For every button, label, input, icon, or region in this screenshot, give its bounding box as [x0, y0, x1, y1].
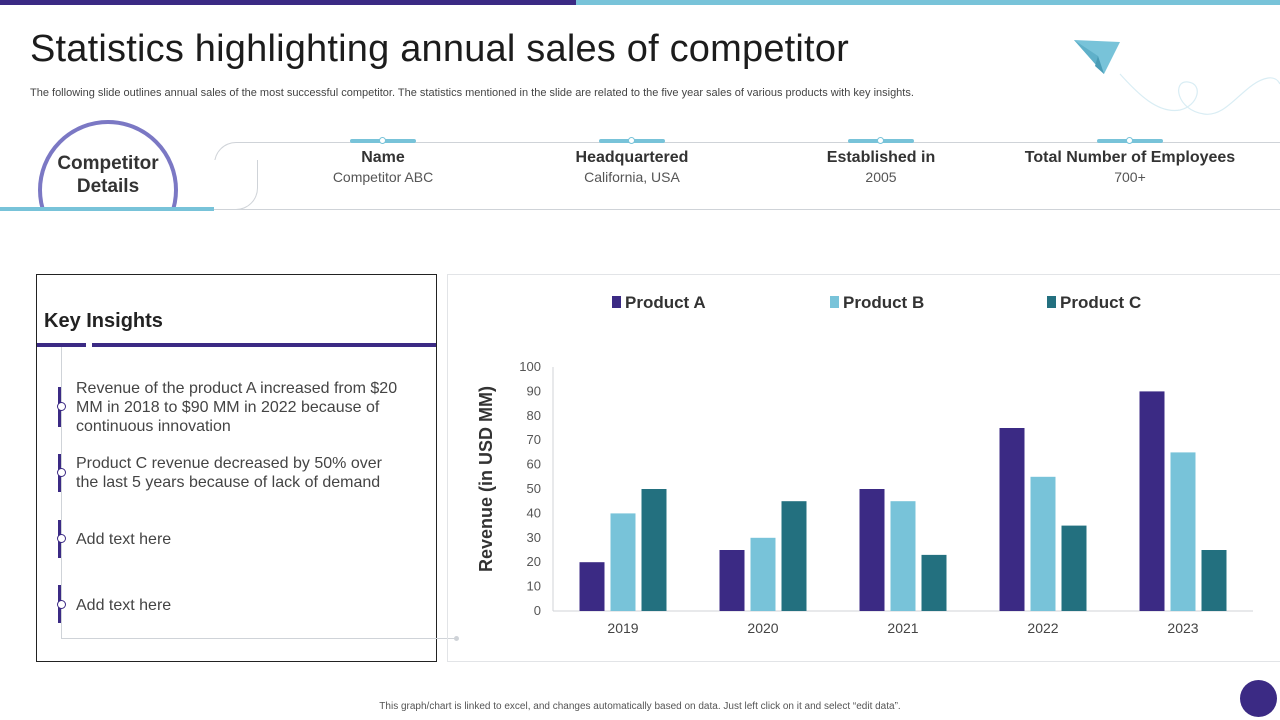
legend-label: Product A [625, 293, 706, 312]
arc-mask [0, 210, 260, 270]
legend-label: Product B [843, 293, 924, 312]
detail-name: Name Competitor ABC [263, 137, 503, 185]
y-tick-label: 20 [527, 554, 541, 569]
insight-dot [57, 600, 66, 609]
bar-product-b-2021 [890, 501, 916, 611]
insight-text: Revenue of the product A increased from … [76, 380, 398, 435]
insight-dot [57, 402, 66, 411]
revenue-bar-chart: 0 10 20 30 40 50 60 70 80 90 100 Revenue (in USD MM… [476, 293, 1253, 636]
detail-marker [1097, 137, 1163, 144]
insight-dot [57, 534, 66, 543]
y-tick-label: 80 [527, 408, 541, 423]
detail-label: Total Number of Employees [1024, 149, 1236, 166]
footer-text: This graph/chart is linked to excel, and… [379, 701, 901, 712]
x-tick-label: 2019 [607, 620, 638, 636]
detail-value: Competitor ABC [332, 169, 434, 185]
x-tick-label: 2020 [747, 620, 778, 636]
top-accent-bar-light [576, 0, 1280, 5]
detail-value: 2005 [865, 169, 897, 185]
competitor-details-underline [0, 207, 214, 211]
detail-established: Established in 2005 [761, 137, 1001, 185]
key-insights-panel [36, 274, 437, 662]
bar-product-a-2020 [719, 550, 745, 611]
y-tick-label: 30 [527, 530, 541, 545]
key-insights-title: Key Insights [44, 310, 163, 332]
x-tick-label: 2021 [887, 620, 918, 636]
detail-label: Established in [826, 149, 936, 166]
insights-connector-line [61, 638, 457, 639]
key-insights-rule-long [92, 343, 436, 347]
slide-title: Statistics highlighting annual sales of … [30, 28, 850, 70]
bar-product-b-2023 [1170, 452, 1196, 611]
competitor-details-label: Competitor Details [57, 153, 159, 197]
details-connector-curve [214, 160, 258, 210]
legend-swatch [830, 296, 839, 308]
bar-product-a-2022 [999, 428, 1025, 611]
insight-text: Add text here [76, 597, 172, 614]
detail-marker [350, 137, 416, 144]
detail-headquartered: Headquartered California, USA [512, 137, 752, 185]
bar-product-c-2021 [921, 554, 947, 611]
insights-timeline-line [61, 347, 62, 639]
y-tick-label: 60 [527, 457, 541, 472]
detail-value: 700+ [1114, 169, 1146, 185]
detail-label: Name [361, 149, 405, 166]
y-tick-label: 50 [527, 481, 541, 496]
x-tick-label: 2022 [1027, 620, 1058, 636]
bar-product-c-2023 [1201, 550, 1227, 611]
detail-employees: Total Number of Employees 700+ [1010, 137, 1250, 185]
detail-value: California, USA [584, 169, 680, 185]
bar-product-b-2020 [750, 537, 776, 611]
slide-subtitle: The following slide outlines annual sale… [30, 87, 914, 99]
bar-product-b-2019 [610, 513, 636, 611]
bar-product-b-2022 [1030, 476, 1056, 611]
bar-product-c-2020 [781, 501, 807, 611]
chart-panel [447, 274, 1280, 662]
footer-note: This graph/chart is linked to excel, and… [0, 701, 1280, 712]
insight-text: Add text here [76, 531, 172, 548]
x-tick-label: 2023 [1167, 620, 1198, 636]
top-accent-bar-dark [0, 0, 576, 5]
bar-product-c-2019 [641, 489, 667, 611]
legend-swatch [1047, 296, 1056, 308]
bar-product-c-2022 [1061, 525, 1087, 611]
detail-label: Headquartered [575, 149, 689, 166]
bar-product-a-2019 [579, 562, 605, 611]
insight-text: Product C revenue decreased by 50% over … [76, 455, 382, 491]
insight-dot [57, 468, 66, 477]
legend-swatch [612, 296, 621, 308]
y-tick-label: 100 [519, 359, 541, 374]
key-insights-rule-short [37, 343, 86, 347]
y-axis-label: Revenue (in USD MM) [476, 386, 496, 572]
y-tick-label: 70 [527, 432, 541, 447]
detail-marker [599, 137, 665, 144]
y-tick-label: 0 [534, 603, 541, 618]
legend-label: Product C [1060, 293, 1141, 312]
y-tick-label: 40 [527, 505, 541, 520]
y-tick-label: 90 [527, 383, 541, 398]
detail-marker [848, 137, 914, 144]
paper-plane-icon [1074, 40, 1280, 115]
insights-connector-dot [454, 636, 459, 641]
y-tick-label: 10 [527, 579, 541, 594]
corner-decoration [1240, 680, 1277, 717]
bar-product-a-2021 [859, 489, 885, 611]
bar-product-a-2023 [1139, 391, 1165, 611]
